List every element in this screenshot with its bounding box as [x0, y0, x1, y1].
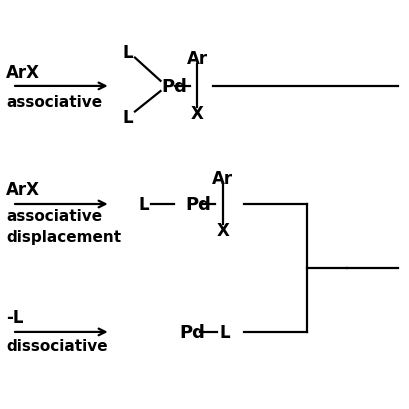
- Text: Ar: Ar: [211, 170, 233, 188]
- Text: ArX: ArX: [6, 64, 40, 82]
- Text: X: X: [216, 221, 229, 239]
- Text: displacement: displacement: [6, 229, 121, 244]
- Text: L: L: [123, 44, 133, 61]
- Text: L: L: [138, 196, 149, 213]
- Text: X: X: [190, 105, 203, 123]
- Text: L: L: [123, 109, 133, 127]
- Text: L: L: [219, 323, 229, 341]
- Text: -L: -L: [6, 309, 24, 326]
- Text: Ar: Ar: [186, 49, 207, 67]
- Text: ArX: ArX: [6, 181, 40, 199]
- Text: dissociative: dissociative: [6, 338, 108, 353]
- Text: Pd: Pd: [185, 196, 211, 213]
- Text: associative: associative: [6, 209, 102, 224]
- Text: Pd: Pd: [179, 323, 205, 341]
- Text: associative: associative: [6, 95, 102, 110]
- Text: Pd: Pd: [161, 78, 187, 96]
